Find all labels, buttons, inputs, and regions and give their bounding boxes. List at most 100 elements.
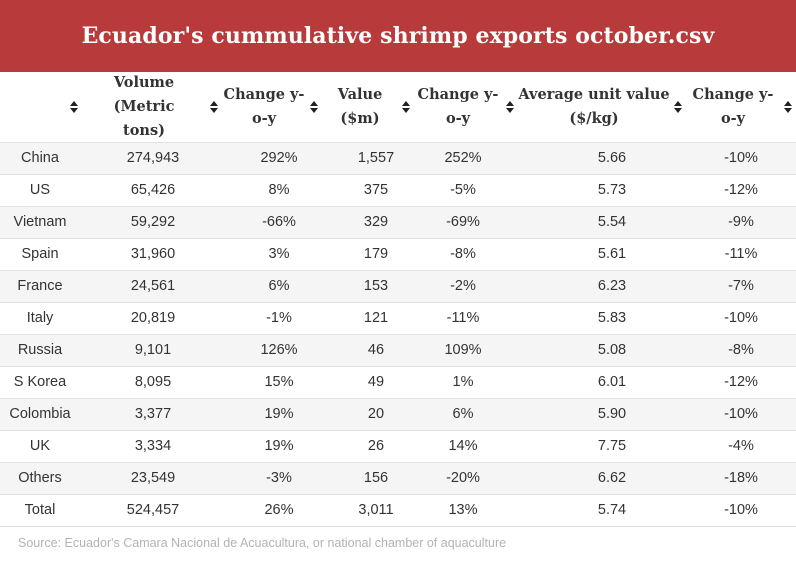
table-cell: 5.08 (597, 342, 627, 358)
table-cell: 59,292 (130, 214, 176, 230)
table-cell: 19% (264, 406, 294, 422)
table-cell: 274,943 (126, 150, 180, 166)
column-header[interactable]: Value ($m) (322, 72, 414, 142)
table-cell: 31,960 (130, 246, 176, 262)
country-cell: UK (29, 438, 51, 454)
country-cell: S Korea (13, 374, 67, 390)
table-cell: -1% (266, 310, 292, 326)
column-header[interactable]: Volume (Metric tons) (82, 72, 222, 142)
table-bottom-border (0, 526, 796, 527)
table-body: China 274,943 292% 1,557 252% 5.66 -10% US 65,42… (0, 142, 796, 526)
table-cell: 20 (367, 406, 385, 422)
table-cell: 5.54 (597, 214, 627, 230)
table-row: Russia 9,101 126% 46 109% 5.08 -8% (0, 334, 796, 366)
column-header[interactable]: Change y-o-y (414, 72, 518, 142)
table-cell: 6.23 (597, 278, 627, 294)
table-row: S Korea 8,095 15% 49 1% 6.01 -12% (0, 366, 796, 398)
table-cell: -7% (728, 278, 754, 294)
column-header[interactable]: Average unit value ($/kg) (518, 72, 686, 142)
column-header[interactable]: Change y-o-y (686, 72, 796, 142)
table-cell: 65,426 (130, 182, 176, 198)
source-note: Source: Ecuador's Camara Nacional de Acu… (18, 536, 507, 550)
country-cell: Italy (26, 310, 54, 326)
table-cell: 13% (448, 502, 478, 518)
table-cell: -11% (446, 310, 480, 326)
table-row: UK 3,334 19% 26 14% 7.75 -4% (0, 430, 796, 462)
table-row: Others 23,549 -3% 156 -20% 6.62 -18% (0, 462, 796, 494)
sort-icon[interactable] (69, 101, 79, 113)
table-cell: 49 (367, 374, 385, 390)
table-cell: 3,011 (358, 502, 394, 518)
sort-icon[interactable] (209, 101, 219, 113)
page-title: Ecuador's cummulative shrimp exports oct… (81, 23, 715, 49)
table-cell: 20,819 (130, 310, 176, 326)
table-row: Italy 20,819 -1% 121 -11% 5.83 -10% (0, 302, 796, 334)
table-cell: 156 (363, 470, 389, 486)
table-cell: -18% (724, 470, 758, 486)
country-cell: China (21, 150, 59, 166)
table-cell: 292% (260, 150, 298, 166)
country-cell: France (17, 278, 63, 294)
country-cell: Colombia (9, 406, 71, 422)
table-cell: -8% (728, 342, 754, 358)
table-row: US 65,426 8% 375 -5% 5.73 -12% (0, 174, 796, 206)
table-cell: -10% (724, 150, 758, 166)
table-cell: 3% (268, 246, 290, 262)
table-cell: 3,334 (134, 438, 172, 454)
table-cell: 8,095 (134, 374, 172, 390)
table-row: Total 524,457 26% 3,011 13% 5.74 -10% (0, 494, 796, 526)
column-header[interactable]: Change y-o-y (222, 72, 322, 142)
table-cell: 15% (264, 374, 294, 390)
table-cell: 14% (448, 438, 478, 454)
column-header-label: Change y-o-y (223, 86, 305, 127)
sort-icon[interactable] (505, 101, 515, 113)
table-cell: -12% (724, 182, 758, 198)
table-cell: -66% (262, 214, 296, 230)
table-cell: 19% (264, 438, 294, 454)
sort-icon[interactable] (309, 101, 319, 113)
table-cell: 252% (444, 150, 482, 166)
table-row: Vietnam 59,292 -66% 329 -69% 5.54 -9% (0, 206, 796, 238)
table-cell: 5.83 (597, 310, 627, 326)
table-cell: 6.62 (597, 470, 627, 486)
country-cell: US (29, 182, 51, 198)
table-cell: 329 (363, 214, 389, 230)
column-header-label: Change y-o-y (692, 86, 774, 127)
column-header[interactable] (0, 72, 82, 142)
table-row: China 274,943 292% 1,557 252% 5.66 -10% (0, 142, 796, 174)
table-cell: 121 (363, 310, 389, 326)
table-cell: 6.01 (597, 374, 627, 390)
table-cell: -8% (450, 246, 476, 262)
table-cell: -3% (266, 470, 292, 486)
table-cell: -12% (724, 374, 758, 390)
table-cell: -20% (446, 470, 480, 486)
table-cell: 5.74 (597, 502, 627, 518)
table-cell: 46 (367, 342, 385, 358)
country-cell: Russia (17, 342, 63, 358)
table-cell: 1% (452, 374, 474, 390)
table-cell: 26% (264, 502, 294, 518)
column-header-label: Change y-o-y (417, 86, 499, 127)
table-cell: -5% (450, 182, 476, 198)
table-cell: 23,549 (130, 470, 176, 486)
table-cell: 8% (268, 182, 290, 198)
country-cell: Total (24, 502, 56, 518)
sort-icon[interactable] (401, 101, 411, 113)
title-banner: Ecuador's cummulative shrimp exports oct… (0, 0, 796, 72)
table-cell: -10% (724, 502, 758, 518)
table-cell: 3,377 (134, 406, 172, 422)
sort-icon[interactable] (783, 101, 793, 113)
country-cell: Vietnam (13, 214, 67, 230)
table-cell: 7.75 (597, 438, 627, 454)
table-cell: 5.73 (597, 182, 627, 198)
country-cell: Spain (21, 246, 59, 262)
country-cell: Others (18, 470, 62, 486)
table-row: Colombia 3,377 19% 20 6% 5.90 -10% (0, 398, 796, 430)
sort-icon[interactable] (673, 101, 683, 113)
table-cell: 109% (444, 342, 482, 358)
table-cell: 5.90 (597, 406, 627, 422)
table-cell: -10% (724, 406, 758, 422)
table-cell: -69% (446, 214, 480, 230)
table-cell: 26 (367, 438, 385, 454)
table-cell: 153 (363, 278, 389, 294)
